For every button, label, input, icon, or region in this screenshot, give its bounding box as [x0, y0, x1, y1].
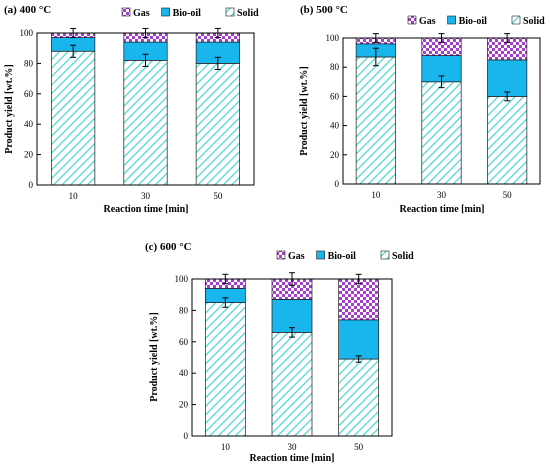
y-axis-title: Product yield [wt.%]	[4, 64, 15, 154]
chart-panel-3: (c) 600 °C Gas Bio-oil Solid 10 30 50 0 20 40 60 80…	[145, 241, 414, 464]
errorbar-solid-30	[289, 327, 295, 338]
bar-solid-30	[421, 81, 462, 185]
y-tick-label: 40	[179, 368, 189, 378]
x-tick-label: 50	[503, 190, 513, 200]
legend-label-gas: Gas	[288, 251, 305, 262]
y-tick-label: 80	[24, 58, 34, 68]
legend-swatch-gas	[407, 15, 417, 25]
y-tick-label: 60	[179, 337, 189, 347]
x-tick-label: 30	[288, 442, 298, 452]
errorbar-solid-50	[214, 56, 221, 70]
y-tick-label: 20	[24, 150, 34, 160]
bar-gas-50	[338, 278, 380, 321]
legend-label-solid: Solid	[392, 251, 414, 262]
legend-label-solid: Solid	[237, 8, 259, 19]
plot-frame	[191, 278, 393, 437]
errorbar-solid-50	[355, 355, 362, 363]
x-tick-label: 10	[371, 190, 381, 200]
plot-frame	[342, 37, 541, 185]
bar-solid-30	[123, 60, 168, 186]
x-axis-title: Reaction time [min]	[250, 453, 335, 464]
y-tick-label: 0	[29, 180, 34, 190]
y-tick-label: 40	[24, 119, 34, 129]
errorbar-solid-30	[438, 75, 445, 89]
y-tick-label: 60	[24, 89, 34, 99]
x-tick-label: 50	[213, 191, 223, 201]
y-tick-label: 20	[330, 150, 340, 160]
legend-label-gas: Gas	[419, 16, 436, 27]
errorbar-solid-50	[504, 91, 511, 102]
bar-solid-50	[338, 358, 380, 437]
legend-label-bio-oil: Bio-oil	[328, 251, 357, 262]
x-tick-label: 30	[141, 191, 151, 201]
chart-panel-1: (a) 400 °C Gas Bio-oil Solid 10 30 50 0 20 40 60 80…	[4, 4, 259, 215]
legend-swatch-gas	[121, 7, 131, 17]
bar-bio-oil-30	[271, 299, 313, 333]
legend-swatch-gas	[276, 250, 286, 260]
legend-swatch-bio-oil	[316, 250, 325, 260]
y-tick-label: 60	[330, 91, 340, 101]
y-tick-label: 100	[175, 274, 189, 284]
y-tick-label: 0	[184, 431, 189, 441]
errorbar-solid-10	[372, 47, 379, 67]
bar-bio-oil-50	[338, 319, 380, 360]
legend-label-bio-oil: Bio-oil	[173, 8, 202, 19]
bar-solid-50	[195, 63, 240, 186]
x-tick-label: 10	[221, 442, 231, 452]
y-tick-label: 100	[326, 33, 340, 43]
x-tick-label: 10	[69, 191, 79, 201]
y-tick-label: 20	[179, 400, 189, 410]
errorbar-solid-10	[70, 44, 77, 58]
errorbar-solid-10	[222, 297, 229, 308]
legend-swatch-bio-oil	[161, 7, 170, 17]
panel-title: (c) 600 °C	[145, 241, 192, 253]
x-tick-label: 30	[437, 190, 447, 200]
bar-solid-10	[51, 50, 96, 186]
x-tick-label: 50	[354, 442, 364, 452]
bar-solid-30	[271, 332, 313, 437]
bar-solid-10	[204, 302, 246, 437]
panel-title: (b) 500 °C	[300, 4, 348, 16]
chart-panel-2: (b) 500 °C Gas Bio-oil Solid 10 30 50 0 20 40 60 80…	[299, 4, 545, 215]
y-tick-label: 100	[20, 28, 34, 38]
y-tick-label: 0	[335, 179, 340, 189]
y-tick-label: 80	[330, 62, 340, 72]
x-axis-title: Reaction time [min]	[400, 204, 485, 215]
legend-swatch-solid	[380, 250, 390, 260]
legend-swatch-bio-oil	[447, 15, 456, 25]
plot-frame	[36, 32, 255, 186]
bar-solid-10	[355, 56, 396, 185]
legend-swatch-solid	[511, 15, 521, 25]
y-axis-title: Product yield [wt.%]	[299, 66, 310, 156]
y-tick-label: 40	[330, 121, 340, 131]
legend-swatch-solid	[225, 7, 235, 17]
legend-label-bio-oil: Bio-oil	[459, 16, 488, 27]
bar-bio-oil-50	[487, 59, 528, 97]
errorbar-solid-30	[142, 53, 149, 67]
y-tick-label: 80	[179, 305, 189, 315]
legend-label-solid: Solid	[523, 16, 545, 27]
y-axis-title: Product yield [wt.%]	[149, 312, 160, 402]
legend-label-gas: Gas	[133, 8, 150, 19]
bar-solid-50	[487, 96, 528, 185]
panel-title: (a) 400 °C	[4, 4, 51, 16]
x-axis-title: Reaction time [min]	[104, 204, 189, 215]
